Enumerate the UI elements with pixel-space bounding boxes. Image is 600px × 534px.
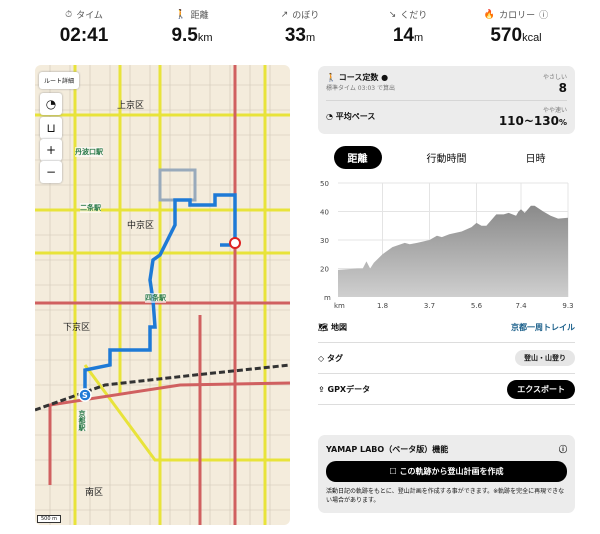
stat-ascent: ↗ のぼり 33m [250,8,350,47]
stopwatch-icon: ⏱ [65,9,73,20]
x-tick-label: 7.4 [515,302,527,310]
zoom-in-button[interactable]: + [40,139,62,161]
pace-title: 平均ペース [335,112,376,121]
station-label: 四条駅 [145,293,166,303]
course-difficulty: やさしい [542,74,567,81]
tag-row-label: タグ [326,353,343,363]
stat-label: のぼり [292,11,320,21]
cup-icon[interactable]: ⊔ [40,117,62,139]
chart-tabs: 距離 行動時間 日時 [318,146,575,169]
stat-value: 14 [392,25,414,46]
walker-icon: 🚶 [175,9,187,20]
help-icon[interactable]: ⓘ [539,11,549,21]
labo-card: YAMAP LABO（ベータ版）機能 ⓘ ☐ この軌跡から登山計画を作成 活動日記… [318,435,575,513]
stat-unit: km [197,32,213,44]
tag-row: ◇ タグ 登山・山登り [318,343,575,374]
route-line [83,193,237,395]
upload-icon: ⇪ [318,384,325,394]
svg-text:S: S [82,391,88,400]
stat-value: 02:41 [59,25,109,46]
y-tick-label: 40 [320,209,329,217]
stat-label: 距離 [190,11,209,21]
x-tick-label: 5.6 [471,302,483,310]
map-scale: 500 m [37,515,62,523]
tab-datetime[interactable]: 日時 [525,154,546,165]
station-label: 丹波口駅 [75,147,103,157]
goal-marker [229,237,241,249]
route-detail-button[interactable]: ルート詳細 [39,72,80,89]
hiker-icon: 🚶 [326,73,336,82]
stat-value: 570 [490,25,523,46]
arrow-up-right-icon: ↗ [280,9,289,20]
stat-time: ⏱ タイム 02:41 [34,8,134,47]
map-label: 下京区 [63,323,91,333]
calendar-icon: ☐ [389,467,397,476]
stat-descent: ↘ くだり 14m [358,8,458,47]
gauge-icon[interactable]: ◔ [40,93,62,115]
station-label: 二条駅 [80,203,101,213]
map-link[interactable]: 京都一周トレイル [511,322,575,332]
tab-distance[interactable]: 距離 [333,146,382,169]
arrow-down-right-icon: ↘ [388,9,397,20]
y-axis-label: m [324,294,331,302]
x-tick-label: 3.7 [424,302,435,310]
map-canvas: S [35,65,290,525]
pace-unit: % [558,118,567,127]
map-label: 中京区 [127,221,155,231]
course-value: 8 [558,81,567,95]
stat-unit: kcal [522,32,542,44]
stats-bar: ⏱ タイム 02:41 🚶 距離 9.5km ↗ のぼり 33m ↘ くだり 14m 🔥 カロリー… [0,8,600,47]
stat-label: カロリー [499,11,536,21]
station-label: 京都駅 [77,410,87,431]
labo-title: YAMAP LABO（ベータ版）機能 [326,445,449,454]
course-sub: 標準タイム 03:03 で算出 [326,85,395,92]
labo-note: 活動日記の軌跡をもとに、登山計画を作成する事ができます。※軌跡を完全に再現できな… [326,488,565,504]
route-map[interactable]: S ルート詳細 ◔ ⊔ + − 上京区 中京区 下京区 南区 丹波口駅 二条駅 … [35,65,290,525]
stat-unit: m [413,32,424,44]
stat-label: くだり [400,11,428,21]
map-row: 🗺 地図 京都一周トレイル [318,312,575,343]
stat-value: 9.5 [171,25,198,46]
y-tick-label: 30 [320,237,329,245]
stat-distance: 🚶 距離 9.5km [142,8,242,47]
create-plan-button[interactable]: ☐ この軌跡から登山計画を作成 [326,461,567,482]
y-tick-label: 50 [320,180,329,188]
pace-value: 110~130 [498,114,559,128]
map-label: 上京区 [117,101,145,111]
map-row-label: 地図 [330,322,347,332]
tag-icon: ◇ [318,353,325,363]
x-tick-label: 9.3 [562,302,573,310]
tag-pill[interactable]: 登山・山登り [515,350,575,366]
map-label: 南区 [85,488,104,498]
pace-level: やや速い [542,107,567,114]
start-marker [78,388,92,402]
x-axis-label: km [334,302,345,310]
zoom-out-button[interactable]: − [40,161,62,183]
gauge-icon: ◔ [326,112,333,121]
gpx-row: ⇪ GPXデータ エクスポート [318,374,575,405]
stat-calorie: 🔥 カロリー ⓘ 570kcal [466,8,566,47]
elevation-chart: 50 40 30 20 1.8 3.7 5.6 7.4 9.3 m km [318,175,575,310]
tab-moving-time[interactable]: 行動時間 [426,154,467,165]
y-tick-label: 20 [320,266,329,274]
course-card: 🚶 コース定数 ● 標準タイム 03:03 で算出 やさしい 8 ◔ 平均ペース や… [318,66,575,134]
help-icon[interactable]: ⓘ [559,445,567,454]
flame-icon: 🔥 [483,9,496,20]
stat-unit: m [305,32,316,44]
course-title: コース定数 [338,73,379,82]
stat-label: タイム [76,11,103,21]
elevation-area [338,205,568,297]
create-plan-label: この軌跡から登山計画を作成 [399,467,504,476]
map-icon: 🗺 [318,322,329,332]
help-icon[interactable]: ● [381,73,389,82]
x-tick-label: 1.8 [377,302,388,310]
gpx-row-label: GPXデータ [327,384,371,394]
export-button[interactable]: エクスポート [507,379,575,399]
stat-value: 33 [284,25,306,46]
